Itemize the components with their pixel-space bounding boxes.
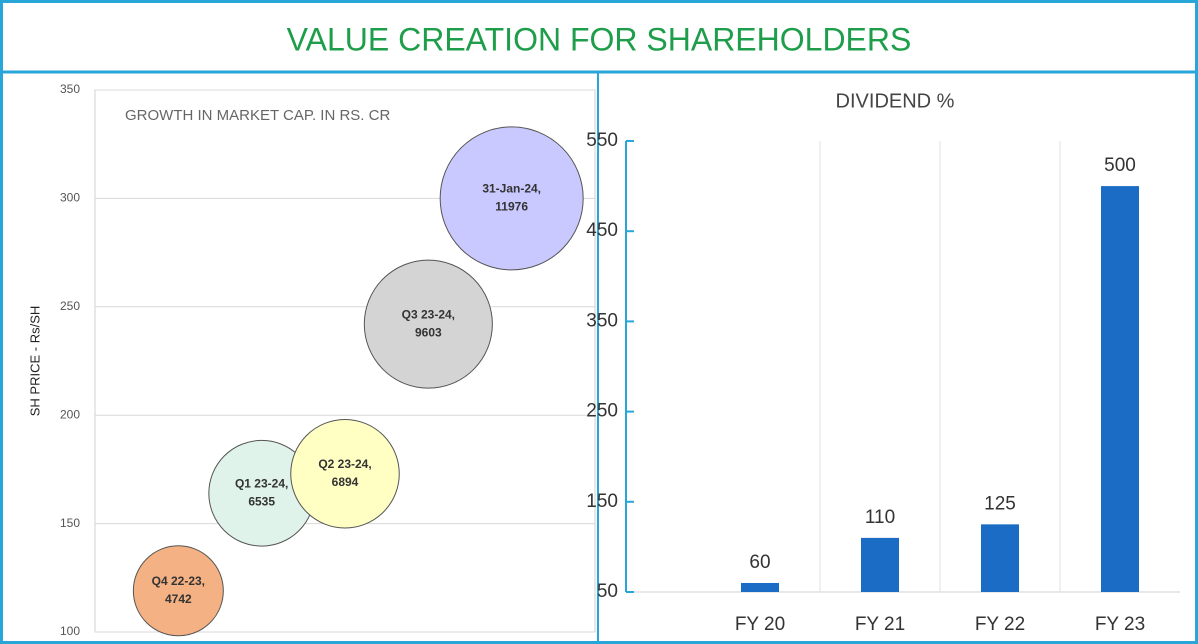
x-tick-label: FY 21: [855, 614, 905, 635]
chart-title: DIVIDEND %: [836, 90, 955, 112]
bubble-label: Q4 22-23,: [152, 574, 205, 588]
bubble-size-label: 11976: [495, 200, 528, 214]
bubble-size-label: 6535: [248, 494, 275, 508]
y-tick-label: 250: [60, 299, 80, 313]
value-label: 110: [865, 507, 895, 528]
y-tick-label: 450: [586, 220, 618, 241]
y-tick-label: 300: [60, 191, 80, 205]
y-tick-label: 100: [60, 624, 80, 638]
bubble-label: Q2 23-24,: [318, 457, 371, 471]
value-label: 125: [984, 493, 1016, 514]
value-label: 500: [1104, 155, 1136, 176]
bubble-size-label: 4742: [165, 592, 192, 606]
bubble: [132, 545, 224, 637]
y-tick-label: 350: [60, 82, 80, 96]
value-label: 60: [749, 552, 770, 573]
y-tick-label: 350: [586, 310, 618, 331]
bubble: [363, 259, 493, 389]
y-tick-label: 50: [597, 581, 618, 602]
bar: [981, 524, 1019, 592]
x-tick-label: FY 22: [975, 614, 1025, 635]
bar: [861, 537, 899, 592]
x-tick-label: FY 23: [1095, 614, 1145, 635]
chart-title: GROWTH IN MARKET CAP. IN RS. CR: [125, 107, 390, 124]
y-tick-label: 250: [586, 401, 618, 422]
bubble-size-label: 6894: [332, 475, 359, 489]
bubble-label: Q1 23-24,: [235, 476, 288, 490]
x-tick-label: FY 20: [735, 614, 785, 635]
y-tick-label: 550: [586, 130, 618, 151]
bubble-label: 31-Jan-24,: [482, 182, 541, 196]
bubble-label: Q3 23-24,: [402, 307, 455, 321]
slide-title: VALUE CREATION FOR SHAREHOLDERS: [287, 21, 912, 57]
bubble: [290, 418, 400, 529]
y-tick-label: 150: [586, 491, 618, 512]
bubble-size-label: 9603: [415, 325, 442, 339]
bubble: [439, 126, 584, 271]
y-axis-label: SH PRICE - Rs/SH: [27, 306, 42, 417]
bar: [1101, 186, 1139, 592]
bar: [741, 582, 779, 592]
y-tick-label: 200: [60, 407, 80, 421]
y-tick-label: 150: [60, 516, 80, 530]
